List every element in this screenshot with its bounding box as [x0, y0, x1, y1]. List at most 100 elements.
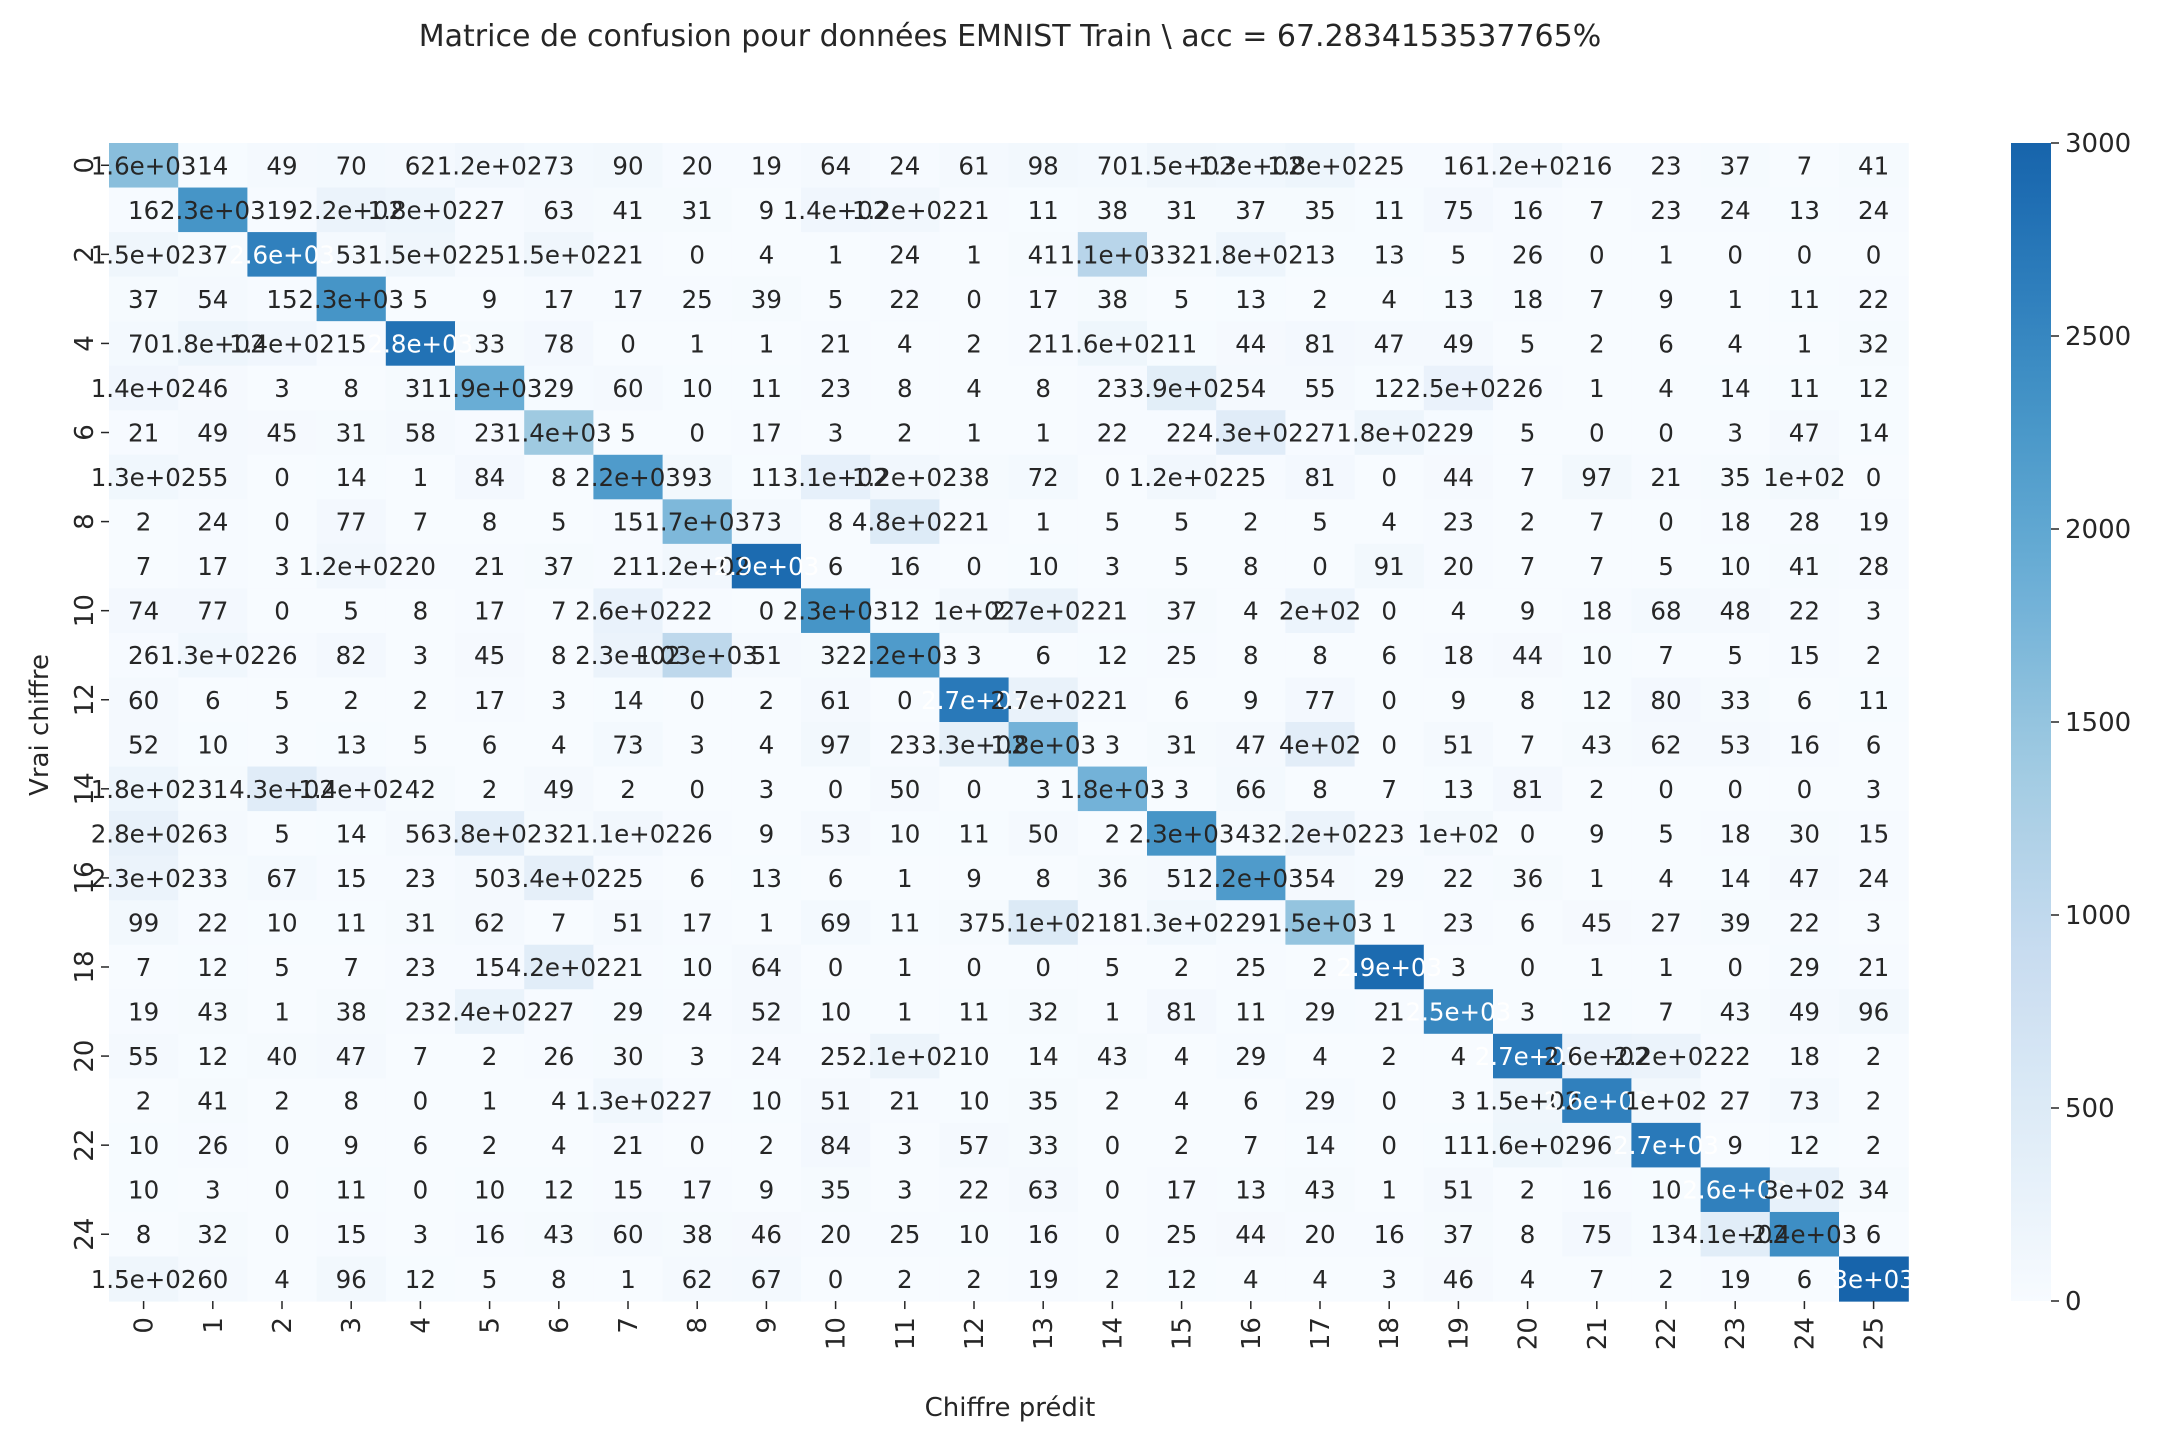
cell-label: 3e+03 [1832, 1265, 1914, 1294]
heatmap-cell [870, 543, 940, 589]
cell-label: 1.3e+02 [1129, 908, 1235, 937]
heatmap-cell [1077, 543, 1148, 589]
heatmap-cell [455, 321, 525, 367]
cell-label: 0 [1105, 1176, 1121, 1205]
cell-label: 2.4e+02 [437, 998, 543, 1027]
cell-label: 3 [689, 1042, 705, 1071]
cell-label: 17 [682, 1176, 713, 1205]
heatmap-cell [385, 1211, 456, 1258]
cell-label: 2 [1105, 819, 1121, 848]
heatmap-cell [385, 855, 456, 901]
cell-label: 25 [682, 285, 713, 314]
heatmap-cell [1285, 187, 1356, 233]
cell-label: 0 [1658, 775, 1674, 804]
heatmap-cell [1493, 811, 1563, 857]
cell-label: 33 [197, 864, 228, 893]
heatmap-cell [385, 365, 456, 411]
cell-label: 3.9e+02 [1129, 374, 1235, 403]
heatmap-cell [178, 588, 248, 634]
cell-label: 13 [751, 864, 782, 893]
heatmap-cell [939, 900, 1010, 946]
cell-label: 0 [1866, 240, 1882, 269]
heatmap-cell [1769, 276, 1840, 322]
cell-label: 32 [1028, 998, 1059, 1027]
heatmap-cell [870, 410, 940, 456]
heatmap-cell [247, 499, 318, 545]
heatmap-cell [1285, 232, 1356, 278]
cell-label: 1.4e+03 [506, 419, 612, 448]
cell-label: 26 [266, 641, 297, 670]
x-tick-label: 17 [1306, 1317, 1336, 1350]
cell-label: 8 [1520, 1220, 1536, 1249]
cell-label: 56 [405, 819, 436, 848]
heatmap-cell [1285, 321, 1356, 367]
heatmap-cell [870, 1211, 940, 1258]
heatmap-cell [870, 1256, 940, 1302]
heatmap-cell [316, 543, 387, 589]
heatmap-cell [731, 588, 802, 634]
heatmap-cell [1769, 410, 1840, 456]
heatmap-cell [1354, 187, 1425, 233]
heatmap-cell [1493, 232, 1563, 278]
cell-label: 4 [551, 1131, 567, 1160]
x-tick-label: 12 [960, 1317, 990, 1350]
cell-label: 18 [1512, 285, 1543, 314]
heatmap-cell [1493, 1078, 1563, 1124]
cell-label: 25 [612, 864, 643, 893]
cell-label: 8 [1243, 552, 1259, 581]
cell-label: 22 [958, 1176, 989, 1205]
heatmap-cell [1354, 722, 1425, 768]
heatmap-cell [178, 766, 248, 812]
heatmap-cell [801, 232, 871, 278]
heatmap-cell [455, 143, 525, 189]
heatmap-cell [178, 365, 248, 411]
cell-label: 3 [274, 730, 290, 759]
heatmap-cell [1285, 944, 1356, 990]
cell-label: 19 [751, 151, 782, 180]
heatmap-cell [178, 989, 248, 1035]
heatmap-cell [1008, 1211, 1079, 1258]
cell-label: 2 [966, 1265, 982, 1294]
heatmap-cell [1631, 410, 1702, 456]
cell-label: 2.2e+02 [1267, 819, 1373, 848]
heatmap-cell [316, 276, 387, 322]
cell-label: 0 [274, 1176, 290, 1205]
heatmap-cell [1562, 365, 1632, 411]
cell-label: 8 [1243, 641, 1259, 670]
heatmap-cell [1077, 276, 1148, 322]
heatmap-cell [731, 187, 802, 233]
heatmap-cell [316, 1122, 387, 1169]
heatmap-cell [1562, 543, 1632, 589]
cell-label: 75 [1443, 196, 1474, 225]
y-tick-label: 22 [70, 1129, 100, 1162]
heatmap-cell [1839, 900, 1909, 946]
heatmap-cell [870, 900, 940, 946]
cell-label: 1.4e+02 [229, 329, 335, 358]
heatmap-cell [1700, 1122, 1771, 1169]
cell-label: 1.8e+03 [990, 730, 1096, 759]
cell-label: 0 [1105, 1131, 1121, 1160]
heatmap-cell [1077, 187, 1148, 233]
x-tick-label: 14 [1098, 1317, 1128, 1350]
cell-label: 19 [1028, 1265, 1059, 1294]
cell-label: 7 [1658, 641, 1674, 670]
cell-label: 2.6e+03 [1544, 1087, 1650, 1116]
cell-label: 47 [1235, 730, 1266, 759]
cell-label: 0 [689, 419, 705, 448]
cell-label: 12 [197, 953, 228, 982]
heatmap-cell [1493, 187, 1563, 233]
heatmap-cell [455, 276, 525, 322]
heatmap-cell [1631, 543, 1702, 589]
heatmap-cell [1285, 499, 1356, 545]
cell-label: 46 [751, 1220, 782, 1249]
cell-label: 23 [1374, 819, 1405, 848]
heatmap-cell [1077, 1122, 1148, 1169]
y-tick-label: 14 [70, 772, 100, 805]
heatmap-cell [1631, 855, 1702, 901]
cell-label: 2 [1105, 1087, 1121, 1116]
cell-label: 11 [1166, 329, 1197, 358]
cell-label: 0 [1520, 819, 1536, 848]
heatmap-cell [1147, 677, 1217, 723]
cell-label: 23 [1650, 151, 1681, 180]
cell-label: 2.2e+03 [575, 463, 681, 492]
